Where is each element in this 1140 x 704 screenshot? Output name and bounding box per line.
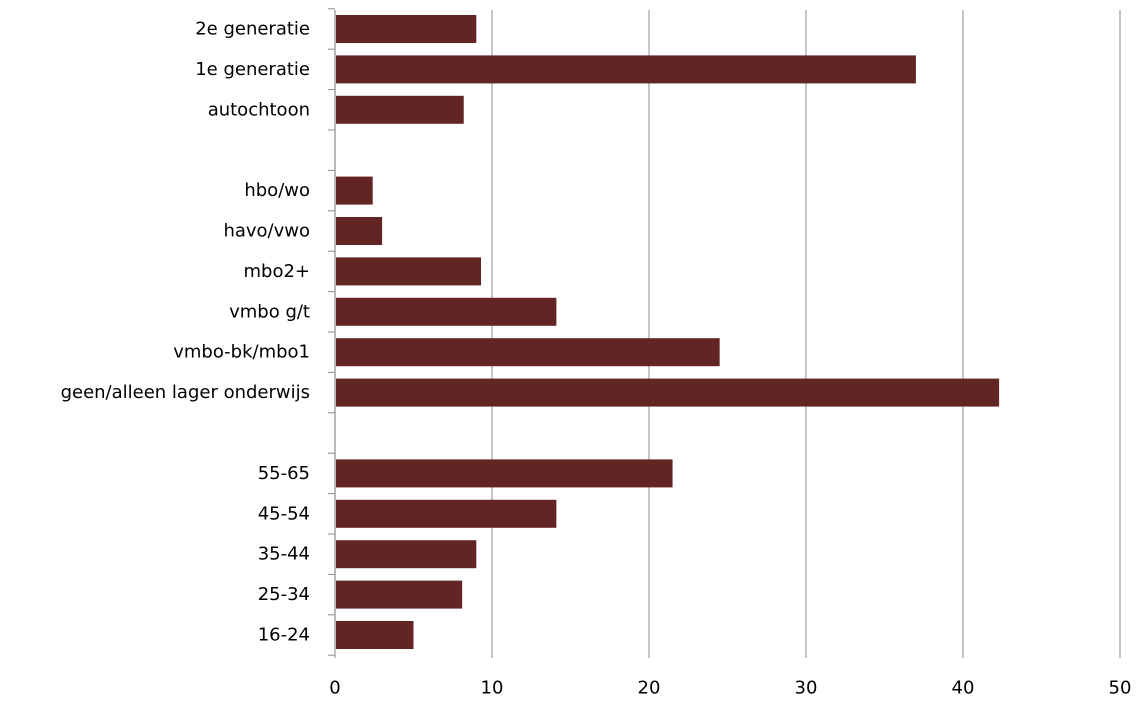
bar	[336, 338, 720, 367]
bar	[336, 55, 916, 84]
bar	[336, 297, 557, 326]
bar	[336, 176, 373, 205]
x-tick-label: 30	[795, 678, 818, 699]
bar	[336, 95, 464, 124]
category-label: vmbo-bk/mbo1	[173, 342, 310, 363]
category-label: 1e generatie	[195, 59, 310, 80]
category-label: 16-24	[258, 625, 310, 646]
category-labels: 2e generatie 1e generatie autochtoon hbo/wo…	[61, 19, 310, 646]
gridlines	[491, 10, 1121, 650]
category-label: mbo2+	[243, 261, 310, 282]
category-label: vmbo g/t	[229, 301, 310, 322]
bar	[336, 540, 477, 569]
category-label: autochtoon	[208, 99, 310, 120]
x-tick-labels: 0 10 20 30 40 50	[329, 678, 1131, 699]
bar	[336, 580, 463, 609]
x-tick-label: 0	[329, 678, 340, 699]
x-tick-label: 20	[638, 678, 661, 699]
category-label: hbo/wo	[244, 180, 310, 201]
category-label: havo/vwo	[223, 221, 310, 242]
bar	[336, 621, 414, 649]
bar	[336, 217, 383, 245]
category-label: geen/alleen lager onderwijs	[61, 382, 310, 403]
category-label: 35-44	[258, 544, 310, 565]
category-label: 55-65	[258, 463, 310, 484]
bar	[336, 499, 557, 528]
axes	[328, 8, 1121, 658]
category-label: 25-34	[258, 584, 310, 605]
bar	[336, 459, 673, 488]
bars	[336, 15, 1000, 649]
bar	[336, 257, 482, 286]
category-label: 45-54	[258, 503, 310, 524]
bar	[336, 15, 477, 43]
bar	[336, 378, 1000, 407]
x-tick-label: 10	[481, 678, 504, 699]
x-tick-label: 50	[1109, 678, 1132, 699]
x-tick-label: 40	[952, 678, 975, 699]
category-label: 2e generatie	[195, 19, 310, 40]
